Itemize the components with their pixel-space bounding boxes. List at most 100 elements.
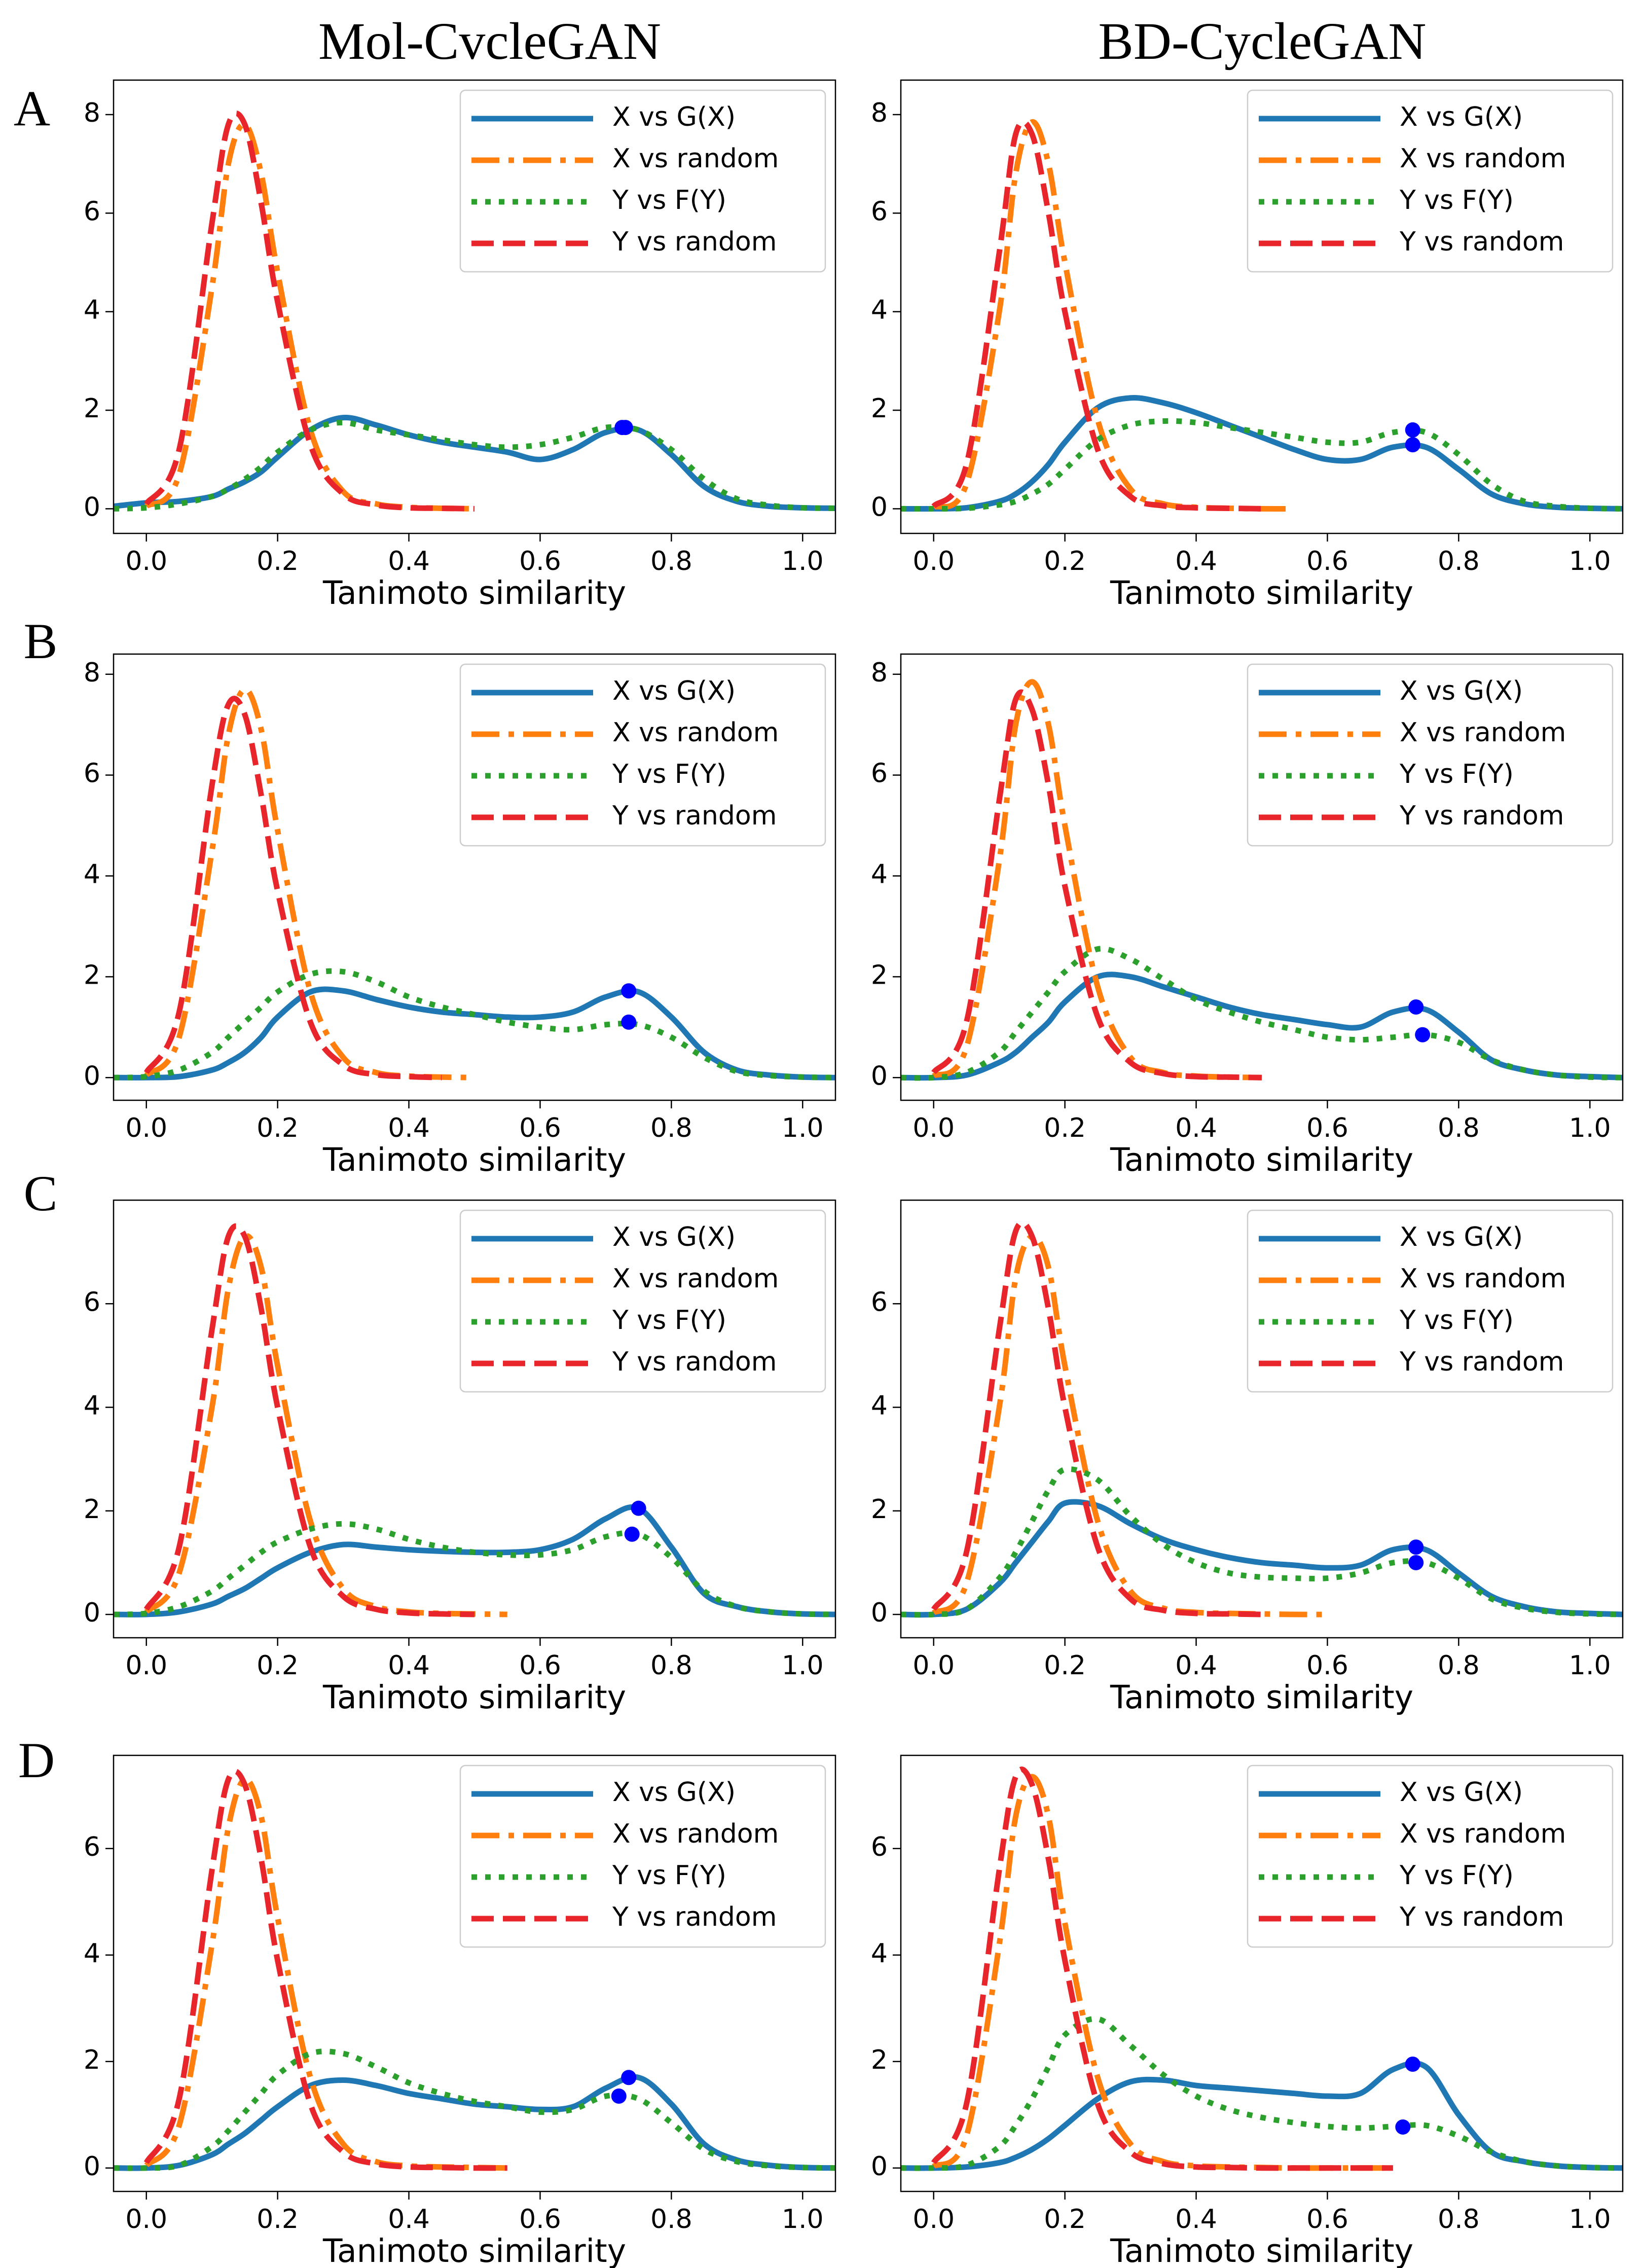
x-tick-label: 0.2 (1044, 1113, 1086, 1143)
series-line (901, 1499, 1623, 1618)
x-axis-label: Tanimoto similarity (322, 1679, 626, 1716)
y-tick-label: 4 (871, 1391, 888, 1421)
plot-area (114, 111, 835, 512)
legend-label: Y vs random (1399, 227, 1564, 257)
y-tick-label: 0 (871, 492, 888, 522)
legend: X vs G(X) X vs random Y vs F(Y) Y vs random (1247, 1765, 1614, 1948)
x-tick-label: 0.2 (257, 2204, 299, 2235)
peak-marker (1405, 422, 1420, 438)
y-tick-label: 8 (871, 98, 888, 128)
legend-box (459, 1209, 826, 1393)
x-tick-label: 1.0 (1569, 1113, 1611, 1143)
plot-area (114, 687, 835, 1081)
x-tick-label: 0.4 (388, 1650, 430, 1681)
y-tick-label: 6 (84, 759, 100, 789)
x-axis-label: Tanimoto similarity (322, 2233, 626, 2268)
series-line (114, 968, 835, 1081)
axes-frame (113, 79, 836, 534)
x-tick-label: 0.2 (1044, 546, 1086, 577)
x-tick-label: 1.0 (782, 2204, 824, 2235)
legend-label: X vs random (612, 143, 779, 174)
peak-marker (624, 1526, 640, 1542)
y-tick-label: 0 (871, 2151, 888, 2182)
series-line (114, 1504, 835, 1617)
x-tick-label: 0.6 (1306, 1650, 1348, 1681)
y-tick-label: 2 (84, 1494, 100, 1525)
y-tick-label: 4 (84, 859, 100, 890)
x-tick-label: 0.0 (912, 1113, 955, 1143)
legend: X vs G(X) X vs random Y vs F(Y) Y vs random (1247, 1209, 1614, 1393)
legend-label: Y vs random (1399, 801, 1564, 831)
x-tick-label: 0.0 (912, 546, 955, 577)
y-tick-label: 6 (84, 1832, 100, 1862)
x-tick-label: 0.0 (912, 1650, 955, 1681)
x-tick-label: 0.8 (650, 1113, 692, 1143)
x-tick-label: 0.6 (1306, 546, 1348, 577)
series-line (114, 419, 835, 512)
legend-box (1247, 1765, 1614, 1948)
series-line (932, 1774, 1393, 2171)
x-tick-label: 0.0 (125, 2204, 167, 2235)
series-line (901, 395, 1623, 512)
chart: 0.0 0.2 0.4 0.6 0.8 1.0 0 2 4 6 Tanimoto similarit… (84, 1199, 836, 1716)
axes-frame (113, 653, 836, 1101)
plot-area (901, 1220, 1623, 1618)
x-tick-label: 0.4 (1175, 546, 1217, 577)
series-line (932, 679, 1262, 1081)
legend-label: Y vs random (612, 801, 777, 831)
x-tick-label: 0.8 (1438, 546, 1480, 577)
series-line (114, 986, 835, 1081)
x-tick-label: 0.8 (650, 546, 692, 577)
legend-label: Y vs F(Y) (1399, 1305, 1514, 1336)
panel-label: C (24, 1165, 58, 1221)
series-line (144, 111, 475, 512)
y-tick-label: 0 (871, 1598, 888, 1628)
axes-frame (900, 79, 1624, 534)
legend-box (1247, 89, 1614, 273)
series-line (901, 946, 1623, 1081)
legend-label: X vs G(X) (612, 102, 736, 132)
series-line (143, 1223, 475, 1617)
x-tick-label: 0.4 (1175, 1650, 1217, 1681)
x-axis-label: Tanimoto similarity (1110, 2233, 1413, 2268)
x-tick-label: 1.0 (1569, 1650, 1611, 1681)
x-tick-label: 0.8 (650, 1650, 692, 1681)
x-tick-label: 0.6 (519, 546, 561, 577)
legend-label: Y vs random (612, 1347, 777, 1377)
legend-label: Y vs F(Y) (612, 1860, 726, 1891)
plot-area (114, 1223, 835, 1617)
plot-area (901, 119, 1623, 512)
column-title: BD-CycleGAN (1098, 12, 1426, 70)
x-tick-label: 0.8 (1438, 1113, 1480, 1143)
series-line (114, 2074, 835, 2171)
peak-marker (621, 983, 637, 999)
series-line (932, 119, 1295, 512)
series-line (931, 689, 1262, 1081)
legend: X vs G(X) X vs random Y vs F(Y) Y vs random (459, 1765, 826, 1948)
peak-marker (621, 1014, 637, 1030)
series-line (931, 1220, 1262, 1617)
axes-frame (900, 1199, 1624, 1639)
panel-label: B (24, 613, 58, 669)
y-tick-label: 0 (871, 1061, 888, 1091)
chart: 0.0 0.2 0.4 0.6 0.8 1.0 0 2 4 6 8 Tanimoto similari… (84, 653, 836, 1178)
x-tick-label: 0.0 (125, 546, 167, 577)
y-tick-label: 2 (871, 393, 888, 424)
x-tick-label: 0.6 (519, 2204, 561, 2235)
legend: X vs G(X) X vs random Y vs F(Y) Y vs random (459, 89, 826, 273)
axes-frame (113, 1754, 836, 2192)
peak-marker (621, 2070, 637, 2085)
x-axis-label: Tanimoto similarity (1110, 1679, 1413, 1716)
x-axis-label: Tanimoto similarity (322, 574, 626, 611)
y-tick-label: 4 (84, 1391, 100, 1421)
y-tick-label: 8 (871, 658, 888, 688)
legend-label: X vs G(X) (1400, 1777, 1523, 1808)
legend-box (1247, 663, 1614, 847)
y-tick-label: 0 (84, 2151, 100, 2182)
x-tick-label: 0.8 (1438, 2204, 1480, 2235)
legend-label: X vs random (1400, 1264, 1566, 1294)
y-tick-label: 4 (871, 859, 888, 890)
legend-label: Y vs F(Y) (612, 185, 726, 215)
panel-label: D (18, 1732, 55, 1788)
series-line (901, 971, 1623, 1081)
